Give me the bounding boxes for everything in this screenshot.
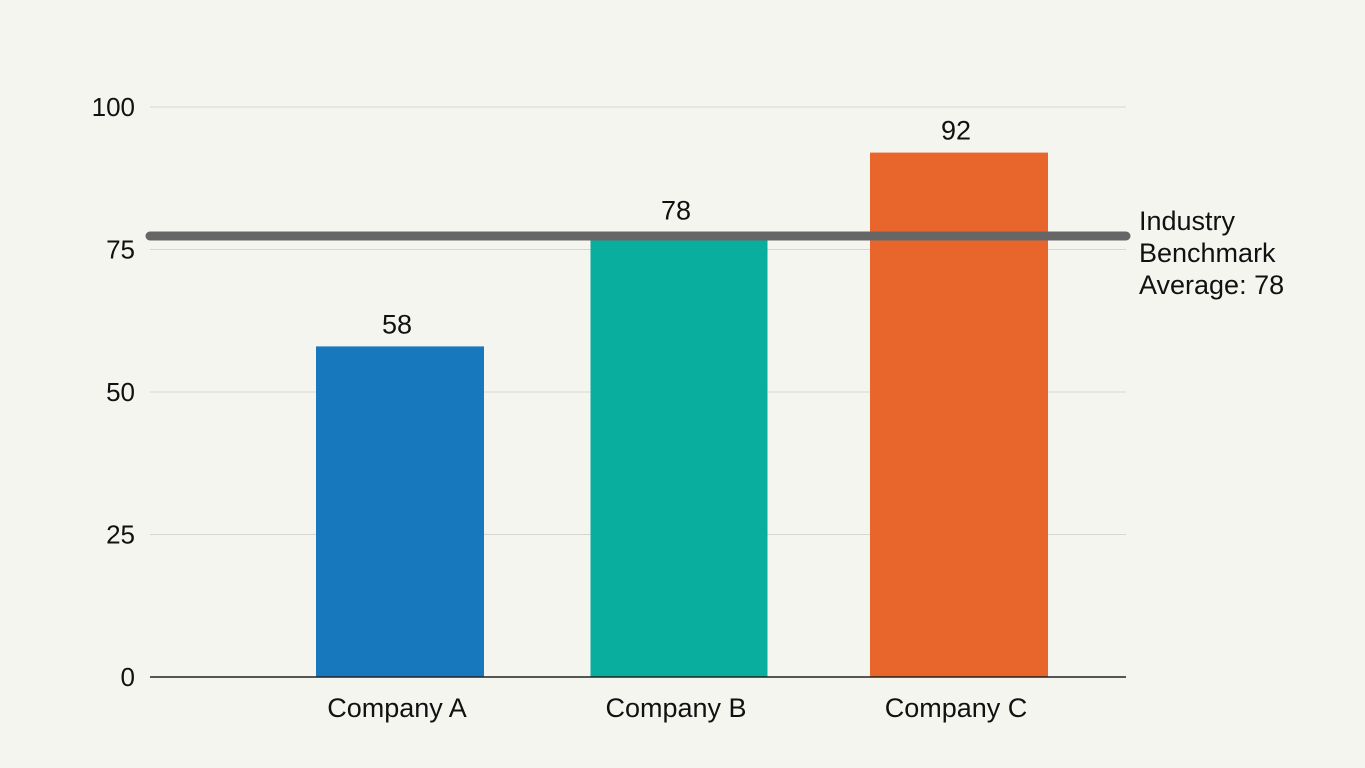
benchmark-label: Industry [1139,206,1236,236]
data-label: 92 [941,116,971,146]
y-axis-ticks: 0 25 50 75 100 [92,92,135,692]
bars [316,152,1048,678]
benchmark-label: Average: 78 [1139,270,1284,300]
y-tick-label: 100 [92,92,135,122]
y-tick-label: 75 [106,235,135,265]
y-tick-label: 25 [106,520,135,550]
x-axis-categories: Company A Company B Company C [327,693,1027,723]
data-label: 78 [661,195,691,225]
x-category-label: Company B [605,693,746,723]
x-category-label: Company C [885,693,1028,723]
bar-company-a [316,346,484,677]
data-labels: 58 78 92 [382,116,971,340]
bar-company-b [590,232,768,677]
benchmark-label: Benchmark [1139,238,1276,268]
bar-company-c [870,152,1048,678]
data-label: 58 [382,309,412,339]
y-tick-label: 0 [121,662,135,692]
x-category-label: Company A [327,693,467,723]
y-tick-label: 50 [106,377,135,407]
